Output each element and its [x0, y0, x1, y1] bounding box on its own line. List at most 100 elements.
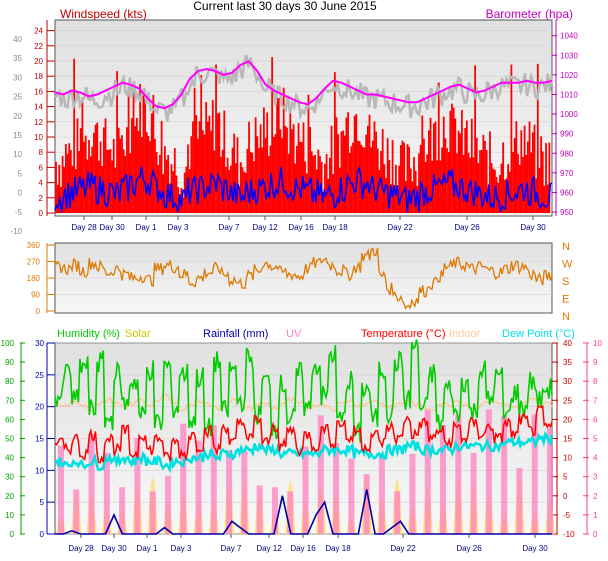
uv-bar: [195, 440, 202, 534]
wind-outer-tick-label: 15: [13, 131, 22, 140]
temperature-x-tick-label: Day 28: [68, 544, 94, 553]
wind-x-tick-label: Day 7: [219, 223, 240, 232]
direction-tick-label: 90: [31, 291, 40, 300]
temp-tick-label: -5: [563, 511, 571, 520]
uv-bar: [119, 487, 126, 534]
rain-axis-ticks: 30 25 20 15 10 5 0: [35, 339, 55, 539]
rain-tick-label: 30: [35, 339, 44, 348]
barometer-axis-ticks: 1040 1030 1020 1010 1000 990 980 970 960 950: [552, 20, 578, 217]
wind-outer-tick-label: 30: [13, 73, 22, 82]
wind-tick-label: 0: [39, 209, 44, 218]
temp-tick-label: 0: [563, 492, 568, 501]
rain-tick-label: 5: [40, 498, 45, 507]
direction-axis-ticks: 360 270 180 90 0: [27, 241, 55, 316]
temperature-x-tick-label: Day 1: [137, 544, 158, 553]
uv-bar: [394, 491, 401, 534]
wind-tick-label: 12: [34, 118, 43, 127]
humidity-tick-label: 30: [5, 473, 14, 482]
uv-tick-label: 6: [593, 415, 598, 424]
temperature-x-tick-label: Day 26: [456, 544, 482, 553]
direction-lines: [54, 247, 553, 310]
wind-outer-tick-label: 25: [13, 93, 22, 102]
legend-entry: UV: [286, 328, 302, 340]
wind-outer-tick-label: -5: [15, 208, 23, 217]
temp-tick-label: 30: [563, 377, 572, 386]
direction-tick-label: 180: [27, 274, 41, 283]
uv-bar: [501, 415, 508, 534]
temperature-x-tick-label: Day 16: [290, 544, 316, 553]
legend-entry: Indoor: [449, 328, 481, 340]
humidity-tick-label: 40: [5, 454, 14, 463]
windspeed-legend: Windspeed (kts): [60, 7, 147, 21]
direction-line: [54, 247, 553, 310]
compass-label: N: [562, 311, 570, 323]
temperature-x-tick-label: Day 18: [325, 544, 351, 553]
barometer-tick-label: 1040: [560, 32, 578, 41]
uv-bar: [333, 443, 340, 534]
uv-bar: [149, 491, 156, 534]
barometer-tick-label: 1010: [560, 90, 578, 99]
barometer-tick-label: 1020: [560, 71, 578, 80]
wind-tick-label: 24: [34, 27, 43, 36]
uv-tick-label: 1: [593, 511, 598, 520]
uv-tick-label: 0: [593, 530, 598, 539]
wind-outer-tick-label: 40: [13, 35, 22, 44]
wind-tick-label: 8: [39, 148, 44, 157]
wind-x-tick-label: Day 3: [168, 223, 189, 232]
uv-tick-label: 10: [593, 339, 602, 348]
temp-tick-label: 35: [563, 358, 572, 367]
uv-bar: [455, 414, 462, 534]
direction-tick-label: 0: [36, 307, 41, 316]
humidity-tick-label: 0: [10, 530, 15, 539]
wind-tick-label: 14: [34, 103, 43, 112]
temp-tick-label: 15: [563, 435, 572, 444]
uv-bar: [547, 428, 553, 534]
temperature-x-tick-label: Day 30: [522, 544, 548, 553]
uv-bar: [531, 414, 538, 534]
uv-tick-label: 3: [593, 473, 598, 482]
legend-entry: Rainfall (mm): [203, 328, 268, 340]
wind-tick-label: 22: [34, 42, 43, 51]
temperature-x-tick-label: Day 7: [221, 544, 242, 553]
uv-bar: [485, 409, 492, 534]
humidity-tick-label: 100: [1, 339, 15, 348]
uv-bar: [256, 485, 263, 534]
legend-entry: Humidity (%): [57, 328, 120, 340]
compass-label: N: [562, 241, 570, 253]
uv-bar: [226, 450, 233, 534]
rain-tick-label: 15: [35, 435, 44, 444]
legend-entry: Dew Point (°C): [502, 328, 575, 340]
humidity-tick-label: 20: [5, 492, 14, 501]
wind-x-ticks: Day 28 Day 30 Day 1 Day 3 Day 7 Day 12 Day 16 D…: [71, 216, 546, 232]
uv-bar: [363, 474, 370, 534]
barometer-tick-label: 1000: [560, 110, 578, 119]
uv-bar: [409, 453, 416, 534]
compass-label: S: [562, 276, 569, 288]
barometer-tick-label: 960: [560, 188, 574, 197]
temperature-x-ticks: Day 28 Day 30 Day 1 Day 3 Day 7 Day 12 Day 16 D…: [68, 534, 548, 553]
temperature-line: [54, 404, 553, 464]
legend-entry: Solar: [125, 328, 151, 340]
wind-x-tick-label: Day 30: [99, 223, 125, 232]
temperature-x-tick-label: Day 30: [101, 544, 127, 553]
wind-outer-tick-label: -10: [10, 227, 22, 236]
wind-x-tick-label: Day 22: [387, 223, 413, 232]
humidity-tick-label: 80: [5, 377, 14, 386]
temp-tick-label: 10: [563, 454, 572, 463]
rain-tick-label: 10: [35, 466, 44, 475]
uv-tick-label: 9: [593, 358, 598, 367]
uv-bar: [164, 475, 171, 534]
wind-lines: [54, 54, 554, 213]
rain-tick-label: 25: [35, 371, 44, 380]
compass-label: W: [562, 259, 573, 271]
wind-outer-tick-label: 35: [13, 54, 22, 63]
wind-tick-label: 10: [34, 133, 43, 142]
temp-tick-label: 40: [563, 339, 572, 348]
wind-tick-label: 6: [39, 163, 44, 172]
uv-bar: [317, 415, 324, 534]
wind-x-tick-label: Day 30: [520, 223, 546, 232]
temperature-x-tick-label: Day 22: [390, 544, 416, 553]
temp-tick-label: 20: [563, 415, 572, 424]
